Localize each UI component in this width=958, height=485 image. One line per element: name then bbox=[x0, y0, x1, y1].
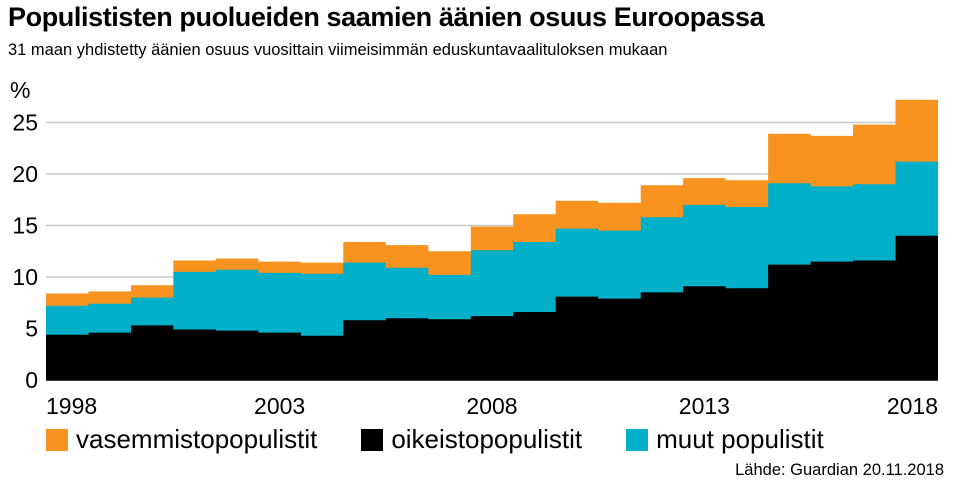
source-note: Lähde: Guardian 20.11.2018 bbox=[735, 461, 944, 479]
legend-item-muut: muut populistit bbox=[626, 424, 824, 455]
y-tick-label-0: 0 bbox=[25, 367, 38, 393]
y-tick-label-5: 5 bbox=[25, 316, 38, 342]
area-oikeisto bbox=[46, 235, 938, 380]
legend-label-muut: muut populistit bbox=[656, 424, 824, 454]
chart-areas bbox=[46, 99, 938, 381]
y-tick-label-15: 15 bbox=[12, 213, 38, 239]
legend-item-oikeisto: oikeistopopulistit bbox=[361, 424, 582, 455]
y-tick-label-10: 10 bbox=[12, 264, 38, 290]
x-tick-label-1998: 1998 bbox=[46, 393, 97, 419]
legend-item-vasemmisto: vasemmistopopulistit bbox=[46, 424, 317, 455]
y-axis-unit: % bbox=[10, 77, 30, 103]
legend-swatch-oikeisto bbox=[361, 428, 384, 451]
legend-swatch-muut bbox=[626, 428, 649, 451]
y-tick-label-20: 20 bbox=[12, 161, 38, 187]
chart-title: Populististen puolueiden saamien äänien … bbox=[8, 2, 765, 32]
chart-legend: vasemmistopopulistit oikeistopopulistit … bbox=[46, 424, 868, 455]
legend-swatch-vasemmisto bbox=[46, 428, 68, 451]
chart-subtitle: 31 maan yhdistetty äänien osuus vuositta… bbox=[8, 41, 668, 59]
x-tick-label-2013: 2013 bbox=[679, 393, 730, 419]
x-tick-label-2008: 2008 bbox=[466, 393, 517, 419]
axis-labels: 0 5 10 15 20 25% 1998 2003 2008 2013 2018 bbox=[10, 77, 938, 419]
y-tick-label-25: 25 bbox=[12, 110, 38, 136]
x-tick-label-2018: 2018 bbox=[887, 393, 938, 419]
legend-label-vasemmisto: vasemmistopopulistit bbox=[76, 424, 318, 454]
legend-label-oikeisto: oikeistopopulistit bbox=[391, 424, 583, 454]
x-tick-label-2003: 2003 bbox=[254, 393, 305, 419]
stacked-area-chart: 0 5 10 15 20 25% 1998 2003 2008 2013 2018 bbox=[10, 77, 938, 419]
